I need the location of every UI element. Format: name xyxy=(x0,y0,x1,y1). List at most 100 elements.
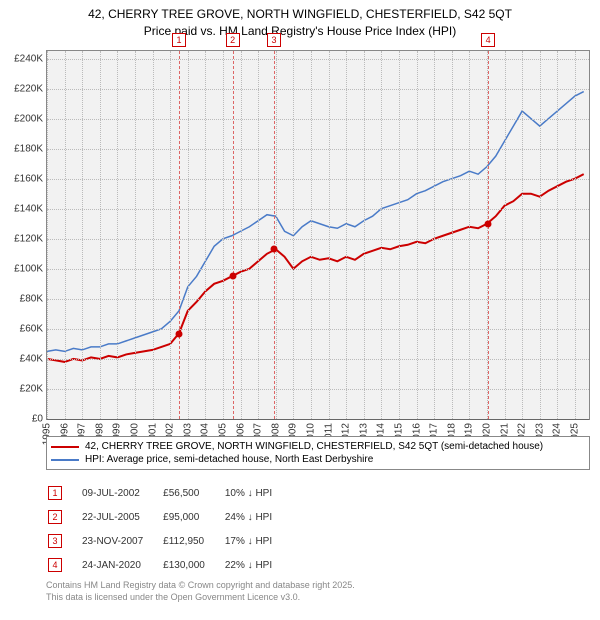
sale-dot xyxy=(229,273,236,280)
y-axis-label: £80K xyxy=(20,293,43,304)
grid-line-v xyxy=(65,51,66,419)
grid-line-v xyxy=(452,51,453,419)
sale-date: 22-JUL-2005 xyxy=(82,506,161,528)
sale-delta: 10% ↓ HPI xyxy=(225,482,290,504)
title-line-2: Price paid vs. HM Land Registry's House … xyxy=(0,23,600,40)
sale-marker-line xyxy=(488,51,489,419)
grid-line-h xyxy=(47,179,589,180)
grid-line-h xyxy=(47,209,589,210)
grid-line-v xyxy=(346,51,347,419)
sale-marker-box: 2 xyxy=(226,33,240,47)
grid-line-v xyxy=(276,51,277,419)
grid-line-h xyxy=(47,119,589,120)
legend: 42, CHERRY TREE GROVE, NORTH WINGFIELD, … xyxy=(46,436,590,470)
grid-line-v xyxy=(522,51,523,419)
grid-line-v xyxy=(469,51,470,419)
grid-line-v xyxy=(364,51,365,419)
title-line-1: 42, CHERRY TREE GROVE, NORTH WINGFIELD, … xyxy=(0,6,600,23)
legend-row-blue: HPI: Average price, semi-detached house,… xyxy=(51,453,585,466)
grid-line-v xyxy=(82,51,83,419)
grid-line-v xyxy=(223,51,224,419)
grid-line-h xyxy=(47,359,589,360)
sale-price: £112,950 xyxy=(163,530,223,552)
sale-marker-box: 4 xyxy=(481,33,495,47)
grid-line-v xyxy=(135,51,136,419)
legend-swatch-blue xyxy=(51,459,79,461)
sale-number-box: 3 xyxy=(48,534,62,548)
table-row: 424-JAN-2020£130,00022% ↓ HPI xyxy=(48,554,290,576)
sale-number-box: 1 xyxy=(48,486,62,500)
grid-line-v xyxy=(47,51,48,419)
footer-line-1: Contains HM Land Registry data © Crown c… xyxy=(46,580,590,592)
grid-line-v xyxy=(258,51,259,419)
y-axis-label: £60K xyxy=(20,323,43,334)
grid-line-v xyxy=(117,51,118,419)
sale-marker-box: 1 xyxy=(172,33,186,47)
sale-price: £56,500 xyxy=(163,482,223,504)
sale-date: 09-JUL-2002 xyxy=(82,482,161,504)
sale-marker-line xyxy=(233,51,234,419)
grid-line-v xyxy=(188,51,189,419)
grid-line-v xyxy=(205,51,206,419)
sale-dot xyxy=(485,220,492,227)
sale-price: £95,000 xyxy=(163,506,223,528)
grid-line-h xyxy=(47,59,589,60)
y-axis-label: £160K xyxy=(14,173,43,184)
legend-label-blue: HPI: Average price, semi-detached house,… xyxy=(85,454,373,465)
grid-line-v xyxy=(417,51,418,419)
grid-line-h xyxy=(47,329,589,330)
grid-line-v xyxy=(293,51,294,419)
grid-line-v xyxy=(399,51,400,419)
y-axis-label: £120K xyxy=(14,233,43,244)
price-chart: £0£20K£40K£60K£80K£100K£120K£140K£160K£1… xyxy=(46,50,590,420)
sale-delta: 24% ↓ HPI xyxy=(225,506,290,528)
grid-line-v xyxy=(381,51,382,419)
footer: Contains HM Land Registry data © Crown c… xyxy=(46,580,590,603)
grid-line-v xyxy=(311,51,312,419)
chart-line xyxy=(47,92,584,352)
y-axis-label: £200K xyxy=(14,113,43,124)
sale-date: 23-NOV-2007 xyxy=(82,530,161,552)
footer-line-2: This data is licensed under the Open Gov… xyxy=(46,592,590,604)
grid-line-v xyxy=(170,51,171,419)
grid-line-h xyxy=(47,299,589,300)
grid-line-v xyxy=(100,51,101,419)
y-axis-label: £240K xyxy=(14,53,43,64)
sale-date: 24-JAN-2020 xyxy=(82,554,161,576)
grid-line-v xyxy=(434,51,435,419)
grid-line-h xyxy=(47,389,589,390)
grid-line-v xyxy=(505,51,506,419)
grid-line-v xyxy=(241,51,242,419)
y-axis-label: £140K xyxy=(14,203,43,214)
grid-line-h xyxy=(47,269,589,270)
chart-svg xyxy=(47,51,589,419)
sale-dot xyxy=(271,246,278,253)
y-axis-label: £40K xyxy=(20,353,43,364)
table-row: 2 22-JUL-2005£95,00024% ↓ HPI xyxy=(48,506,290,528)
sale-marker-line xyxy=(179,51,180,419)
sales-table: 1 09-JUL-2002£56,50010% ↓ HPI 2 22-JUL-2005… xyxy=(46,480,292,578)
y-axis-label: £180K xyxy=(14,143,43,154)
legend-label-red: 42, CHERRY TREE GROVE, NORTH WINGFIELD, … xyxy=(85,441,543,452)
y-axis-label: £220K xyxy=(14,83,43,94)
sale-marker-line xyxy=(274,51,275,419)
grid-line-v xyxy=(540,51,541,419)
grid-line-v xyxy=(153,51,154,419)
sale-number-box: 2 xyxy=(48,510,62,524)
grid-line-v xyxy=(557,51,558,419)
sale-marker-box: 3 xyxy=(267,33,281,47)
y-axis-label: £100K xyxy=(14,263,43,274)
sale-delta: 22% ↓ HPI xyxy=(225,554,290,576)
grid-line-h xyxy=(47,89,589,90)
sale-dot xyxy=(175,331,182,338)
sale-delta: 17% ↓ HPI xyxy=(225,530,290,552)
table-row: 1 09-JUL-2002£56,50010% ↓ HPI xyxy=(48,482,290,504)
chart-title: 42, CHERRY TREE GROVE, NORTH WINGFIELD, … xyxy=(0,0,600,40)
legend-swatch-red xyxy=(51,446,79,448)
y-axis-label: £20K xyxy=(20,383,43,394)
legend-row-red: 42, CHERRY TREE GROVE, NORTH WINGFIELD, … xyxy=(51,440,585,453)
sale-price: £130,000 xyxy=(163,554,223,576)
grid-line-v xyxy=(329,51,330,419)
table-row: 3 23-NOV-2007£112,95017% ↓ HPI xyxy=(48,530,290,552)
grid-line-h xyxy=(47,419,589,420)
